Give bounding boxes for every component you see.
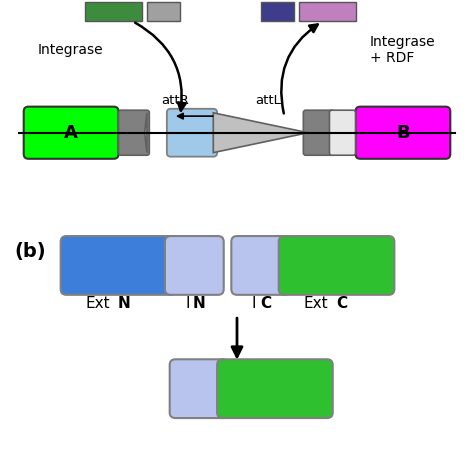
Bar	[147, 2, 180, 21]
Text: N: N	[118, 296, 130, 311]
Bar	[299, 2, 356, 21]
FancyBboxPatch shape	[165, 236, 224, 295]
Text: attR: attR	[162, 94, 189, 107]
FancyBboxPatch shape	[231, 236, 290, 295]
Text: I: I	[252, 296, 256, 311]
FancyBboxPatch shape	[329, 110, 356, 155]
Polygon shape	[213, 113, 308, 153]
Text: Integrase
+ RDF: Integrase + RDF	[370, 35, 435, 65]
FancyBboxPatch shape	[24, 107, 119, 159]
FancyBboxPatch shape	[356, 107, 450, 159]
Text: A: A	[64, 124, 78, 142]
Bar	[261, 2, 294, 21]
Polygon shape	[145, 113, 147, 153]
Text: Ext: Ext	[85, 296, 110, 311]
Text: I: I	[185, 296, 190, 311]
Text: C: C	[337, 296, 348, 311]
FancyBboxPatch shape	[61, 236, 176, 295]
Text: attL: attL	[255, 94, 281, 107]
Bar	[85, 2, 142, 21]
FancyBboxPatch shape	[279, 236, 394, 295]
FancyBboxPatch shape	[170, 359, 228, 418]
FancyBboxPatch shape	[303, 110, 334, 155]
FancyBboxPatch shape	[167, 109, 217, 156]
FancyBboxPatch shape	[118, 110, 149, 155]
Text: B: B	[396, 124, 410, 142]
Text: Integrase: Integrase	[38, 43, 103, 57]
Text: N: N	[193, 296, 205, 311]
FancyBboxPatch shape	[217, 359, 333, 418]
Text: C: C	[260, 296, 271, 311]
Text: (b): (b)	[14, 242, 46, 261]
Text: Ext: Ext	[303, 296, 328, 311]
